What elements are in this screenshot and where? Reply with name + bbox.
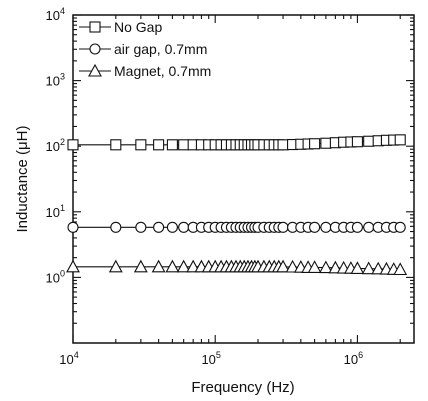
y-tick-base: 10	[46, 74, 60, 89]
data-point	[394, 134, 406, 146]
y-tick-exponent: 1	[60, 203, 65, 213]
y-tick-exponent: 4	[60, 6, 65, 16]
legend: No Gap air gap, 0.7mm Magnet, 0.7mm	[79, 19, 211, 79]
data-point	[318, 260, 333, 274]
data-point	[153, 139, 165, 151]
data-point	[277, 221, 289, 233]
data-point	[276, 259, 290, 273]
data-point	[110, 139, 122, 151]
data-point	[363, 221, 375, 233]
x-tick-label: 106	[344, 350, 363, 367]
x-tick-label: 105	[201, 350, 220, 367]
y-tick-base: 10	[46, 205, 60, 220]
plot-frame	[72, 14, 415, 344]
data-point	[151, 259, 166, 273]
data-point	[110, 221, 122, 233]
data-point	[371, 261, 386, 275]
y-tick-exponent: 3	[60, 72, 65, 82]
legend-marker	[88, 63, 102, 77]
data-point	[176, 259, 191, 273]
data-point	[108, 259, 123, 273]
y-tick-base: 10	[46, 8, 60, 23]
data-point	[165, 259, 180, 273]
legend-label: No Gap	[114, 19, 162, 35]
data-point	[320, 137, 332, 149]
legend-label: Magnet, 0.7mm	[114, 63, 211, 79]
data-point	[67, 221, 79, 233]
legend-item: Magnet, 0.7mm	[79, 63, 211, 79]
y-tick-label: 104	[46, 6, 65, 23]
legend-item: air gap, 0.7mm	[79, 41, 207, 57]
data-point	[135, 139, 147, 151]
data-point	[186, 259, 201, 273]
series-triangle	[66, 259, 408, 276]
legend-marker	[89, 43, 101, 55]
legend-label: air gap, 0.7mm	[114, 41, 207, 57]
data-point	[66, 259, 80, 273]
data-point	[133, 259, 148, 273]
y-tick-base: 10	[46, 139, 60, 154]
x-tick-exponent: 6	[358, 350, 363, 360]
data-point	[67, 139, 79, 151]
series-square	[67, 134, 406, 151]
x-tick-exponent: 4	[74, 350, 79, 360]
y-tick-exponent: 0	[60, 268, 65, 278]
y-axis-title: Inductance (μH)	[14, 125, 31, 232]
x-tick-exponent: 5	[216, 350, 221, 360]
x-tick-base: 10	[344, 352, 358, 367]
data-point	[361, 261, 376, 275]
data-point	[277, 139, 289, 151]
y-tick-base: 10	[46, 270, 60, 285]
data-point	[328, 260, 343, 274]
data-point	[166, 221, 178, 233]
data-point	[309, 221, 321, 233]
series-layer	[66, 134, 408, 276]
x-tick-base: 10	[59, 352, 73, 367]
axis-ticks	[72, 14, 414, 343]
data-point	[350, 261, 365, 274]
x-tick-base: 10	[201, 352, 215, 367]
data-point	[285, 259, 300, 273]
data-point	[363, 135, 375, 147]
data-point	[309, 138, 321, 150]
data-point	[153, 221, 165, 233]
y-tick-label: 102	[46, 137, 65, 154]
data-point	[394, 221, 406, 233]
legend-item: No Gap	[79, 19, 162, 35]
legend-marker	[89, 21, 101, 33]
data-point	[351, 136, 363, 148]
data-point	[166, 139, 178, 151]
data-point	[393, 262, 408, 276]
data-point	[320, 221, 332, 233]
data-point	[178, 221, 190, 233]
y-tick-label: 101	[46, 203, 65, 220]
y-tick-label: 103	[46, 72, 65, 89]
x-tick-label: 104	[59, 350, 78, 367]
data-point	[307, 260, 322, 273]
series-circle	[67, 221, 406, 233]
data-point	[135, 221, 147, 233]
data-point	[351, 221, 363, 233]
y-tick-exponent: 2	[60, 137, 65, 147]
x-axis-title: Frequency (Hz)	[191, 379, 294, 396]
y-tick-label: 100	[46, 268, 65, 285]
data-point	[178, 139, 190, 151]
